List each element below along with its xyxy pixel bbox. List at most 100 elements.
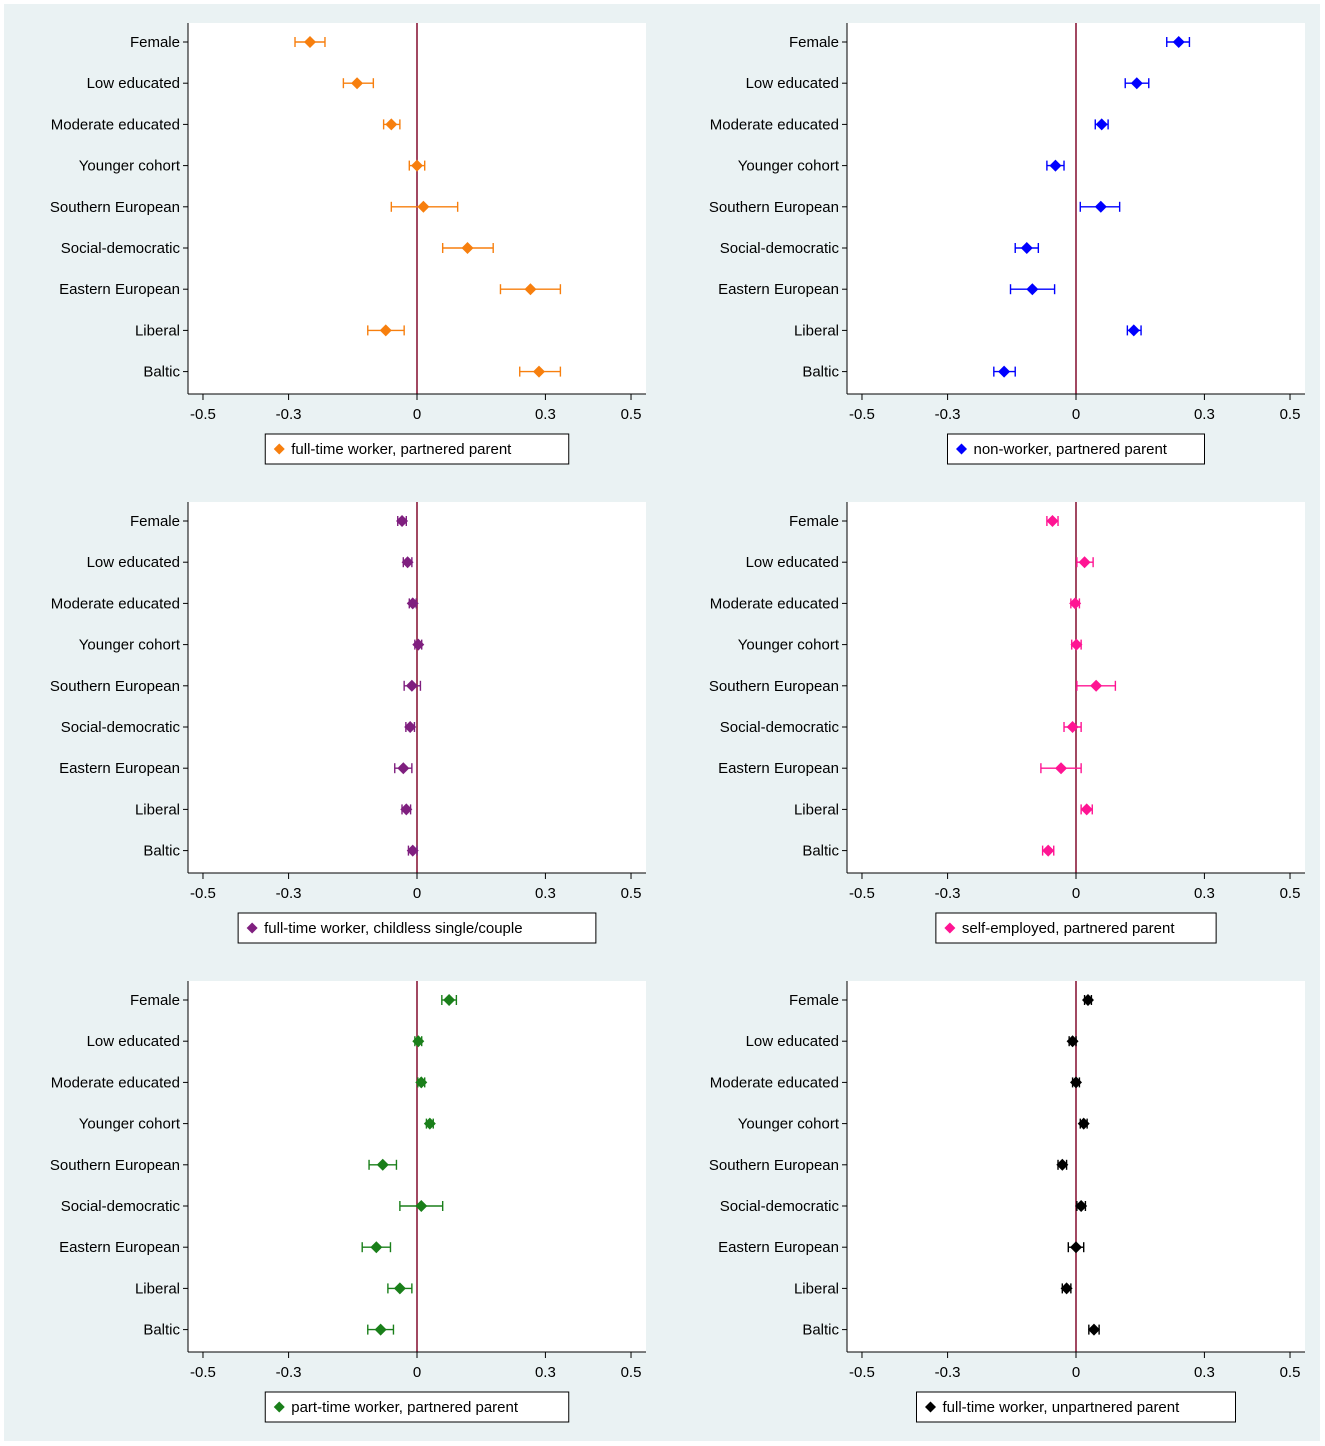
point-estimate-marker	[412, 1035, 425, 1048]
point-estimate-marker	[1070, 638, 1083, 651]
point-estimate-marker	[1130, 77, 1143, 90]
category-label: Younger cohort	[738, 1116, 840, 1133]
point-estimate-marker	[1127, 324, 1140, 337]
panel-5: Female Low educated Moderate educated Young…	[50, 981, 646, 1423]
category-label: Southern European	[50, 678, 180, 695]
panel-2: Female Low educated Moderate educated Young…	[709, 23, 1305, 465]
point-estimate-marker	[1066, 721, 1079, 733]
x-tick-label: -0.5	[190, 1364, 216, 1381]
category-label: Social-democratic	[61, 719, 181, 736]
point-estimate-marker	[1046, 515, 1059, 527]
point-estimate-marker	[303, 36, 316, 48]
x-tick-label: -0.3	[935, 406, 961, 423]
point-estimate-marker	[393, 1282, 406, 1295]
point-estimate-marker	[406, 597, 419, 610]
legend-marker	[925, 1401, 936, 1413]
x-tick-label: -0.3	[276, 406, 302, 423]
point-estimate-marker	[1081, 994, 1094, 1006]
category-label: Moderate educated	[51, 116, 180, 133]
category-label: Southern European	[50, 1157, 180, 1174]
category-label: Social-democratic	[61, 240, 181, 257]
legend-marker	[273, 443, 285, 455]
category-label: Moderate educated	[51, 595, 180, 612]
x-tick-label: 0	[413, 406, 421, 423]
point-estimate-marker	[1020, 242, 1033, 254]
x-tick-label: 0	[413, 1364, 421, 1381]
point-estimate-marker	[443, 994, 456, 1006]
category-label: Younger cohort	[79, 1116, 181, 1133]
point-estimate-marker	[417, 200, 430, 213]
x-tick-label: 0	[1072, 885, 1080, 902]
category-label: Southern European	[709, 678, 839, 695]
point-estimate-marker	[461, 242, 474, 254]
point-estimate-marker	[404, 721, 417, 733]
category-label: Female	[789, 513, 839, 530]
category-label: Female	[130, 513, 180, 530]
panel-3: Female Low educated Moderate educated Young…	[50, 502, 646, 944]
point-estimate-marker	[400, 803, 413, 816]
point-estimate-marker	[405, 679, 418, 692]
point-estimate-marker	[406, 844, 419, 857]
category-label: Baltic	[143, 843, 180, 860]
legend: non-worker, partnered parent	[947, 433, 1205, 465]
panel-6: Female Low educated Moderate educated Young…	[709, 981, 1305, 1423]
coefficient-plot-grid: Female Low educated Moderate educated Young…	[50, 23, 1305, 1423]
point-estimate-marker	[374, 1323, 387, 1336]
category-label: Low educated	[746, 554, 839, 571]
category-label: Low educated	[87, 1033, 180, 1050]
legend-marker	[273, 1401, 285, 1413]
figure-background: Female Low educated Moderate educated Young…	[4, 4, 1320, 1441]
x-tick-label: -0.5	[849, 885, 875, 902]
point-estimate-marker	[1049, 159, 1062, 172]
category-label: Low educated	[87, 75, 180, 92]
category-label: Eastern European	[59, 1239, 180, 1256]
point-estimate-marker	[1070, 1076, 1082, 1089]
category-label: Younger cohort	[738, 637, 840, 654]
x-tick-label: -0.5	[849, 1364, 875, 1381]
category-label: Younger cohort	[738, 158, 840, 175]
legend-label: self-employed, partnered parent	[962, 920, 1175, 937]
point-estimate-marker	[998, 365, 1011, 378]
point-estimate-marker	[1026, 283, 1039, 296]
legend-marker	[956, 443, 967, 455]
x-tick-label: -0.3	[935, 885, 961, 902]
x-tick-label: 0.3	[535, 885, 556, 902]
category-label: Eastern European	[59, 281, 180, 298]
category-label: Eastern European	[718, 281, 839, 298]
x-tick-label: 0.5	[621, 406, 642, 423]
category-label: Female	[789, 34, 839, 51]
x-tick-label: -0.5	[190, 885, 216, 902]
x-tick-label: 0.3	[1194, 406, 1215, 423]
legend-marker	[246, 922, 258, 934]
point-estimate-marker	[1090, 679, 1103, 692]
point-estimate-marker	[1087, 1323, 1100, 1336]
category-label: Female	[130, 34, 180, 51]
legend-label: part-time worker, partnered parent	[291, 1399, 519, 1416]
point-estimate-marker	[1042, 844, 1055, 857]
x-tick-label: 0.3	[1194, 885, 1215, 902]
category-label: Liberal	[794, 801, 839, 818]
point-estimate-marker	[1080, 803, 1093, 816]
point-estimate-marker	[1075, 1200, 1088, 1212]
panel-1: Female Low educated Moderate educated Young…	[50, 23, 646, 465]
x-tick-label: -0.5	[849, 406, 875, 423]
x-tick-label: 0.3	[535, 1364, 556, 1381]
point-estimate-marker	[1060, 1282, 1073, 1295]
x-tick-label: 0	[1072, 406, 1080, 423]
x-tick-label: -0.5	[190, 406, 216, 423]
point-estimate-marker	[1056, 1158, 1069, 1171]
category-label: Baltic	[802, 1322, 839, 1339]
category-label: Baltic	[143, 364, 180, 381]
x-tick-label: 0.5	[621, 1364, 642, 1381]
x-tick-label: 0.5	[1280, 406, 1301, 423]
x-tick-label: 0.5	[1280, 885, 1301, 902]
category-label: Moderate educated	[710, 595, 839, 612]
x-tick-label: 0	[413, 885, 421, 902]
legend: part-time worker, partnered parent	[264, 1391, 570, 1423]
category-label: Social-democratic	[720, 240, 840, 257]
x-tick-label: 0.3	[1194, 1364, 1215, 1381]
category-label: Low educated	[746, 1033, 839, 1050]
point-estimate-marker	[385, 118, 398, 131]
category-label: Eastern European	[718, 760, 839, 777]
panel-4: Female Low educated Moderate educated Young…	[709, 502, 1305, 944]
